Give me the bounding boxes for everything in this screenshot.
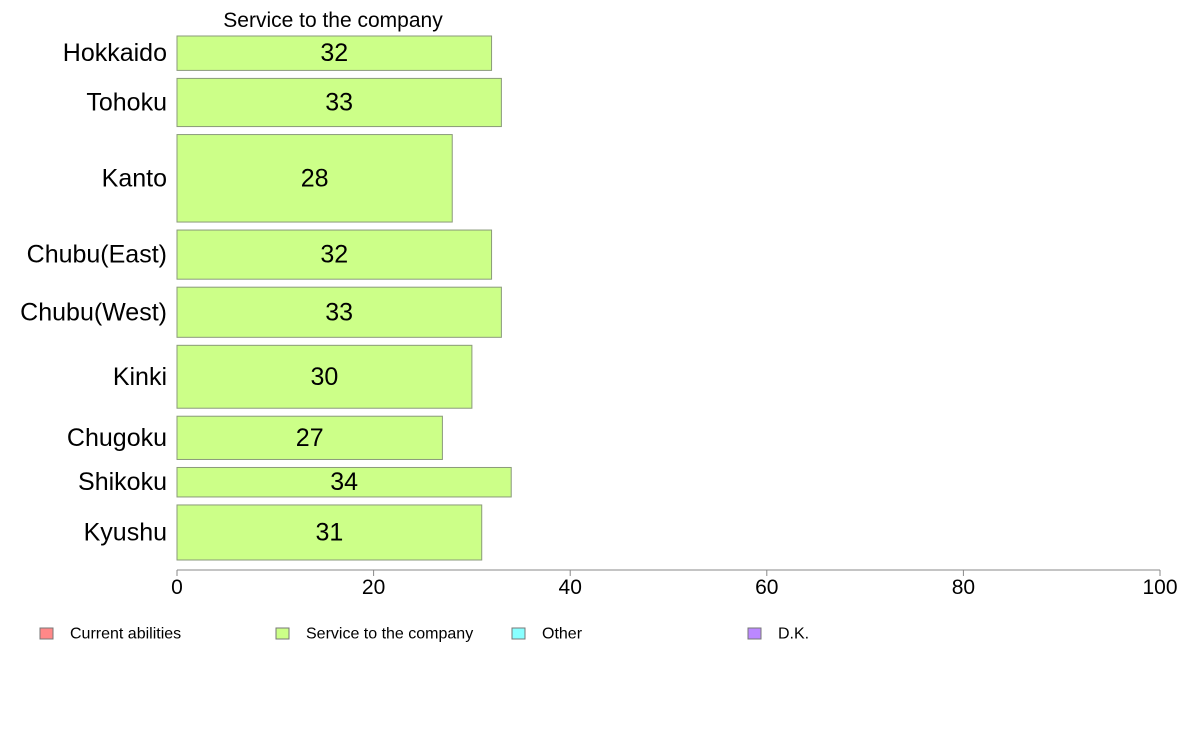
bar-kanto	[176, 134, 453, 223]
category-label: Kyushu	[84, 518, 167, 546]
category-label: Kanto	[102, 164, 167, 192]
legend-swatch-d-k-	[747, 627, 762, 640]
legend-label-service-to-the-company: Service to the company	[306, 626, 473, 643]
legend-swatch-service-to-the-company	[275, 627, 290, 640]
legend-label-other: Other	[542, 626, 583, 643]
legend-label-d-k-: D.K.	[778, 626, 809, 643]
category-label: Chubu(East)	[27, 241, 167, 269]
bar-hokkaido	[176, 35, 493, 71]
bar-shikoku	[176, 466, 512, 498]
data-label: 30	[311, 363, 339, 391]
x-tick-label: 40	[559, 576, 582, 599]
legend: Current abilities Service to the company O…	[39, 626, 809, 643]
category-label: Hokkaido	[63, 39, 167, 67]
bar-kinki	[176, 344, 473, 409]
x-axis: 0 20 40 60 80 100	[171, 569, 1178, 599]
x-tick-label: 80	[952, 576, 975, 599]
bar-chugoku	[176, 415, 443, 460]
data-label: 33	[325, 88, 353, 116]
legend-label-current-abilities: Current abilities	[70, 626, 181, 643]
chart-title: Service to the company	[223, 9, 443, 32]
x-tick-label: 0	[171, 576, 183, 599]
bar-chubu-west-	[176, 286, 502, 338]
x-tick-label: 100	[1142, 576, 1177, 599]
category-label: Shikoku	[78, 468, 167, 496]
data-label: 33	[325, 298, 353, 326]
data-label: 34	[330, 468, 358, 496]
legend-swatch-other	[511, 627, 526, 640]
category-label: Chubu(West)	[20, 298, 167, 326]
x-tick-label: 20	[362, 576, 385, 599]
data-label: 32	[320, 39, 348, 67]
category-label: Chugoku	[67, 424, 167, 452]
bar-kyushu	[176, 504, 483, 561]
bar-chubu-east-	[176, 229, 493, 280]
data-label: 28	[301, 164, 329, 192]
category-label: Tohoku	[86, 88, 167, 116]
bar-tohoku	[176, 77, 502, 128]
x-tick-label: 60	[755, 576, 778, 599]
data-label: 27	[296, 424, 324, 452]
data-label: 32	[320, 241, 348, 269]
data-label: 31	[315, 518, 343, 546]
category-label: Kinki	[113, 363, 167, 391]
legend-swatch-current-abilities	[39, 627, 54, 640]
bars-group: Hokkaido 32 Tohoku 33 Kanto 28 Chubu(East) 32 Ch…	[20, 35, 512, 561]
